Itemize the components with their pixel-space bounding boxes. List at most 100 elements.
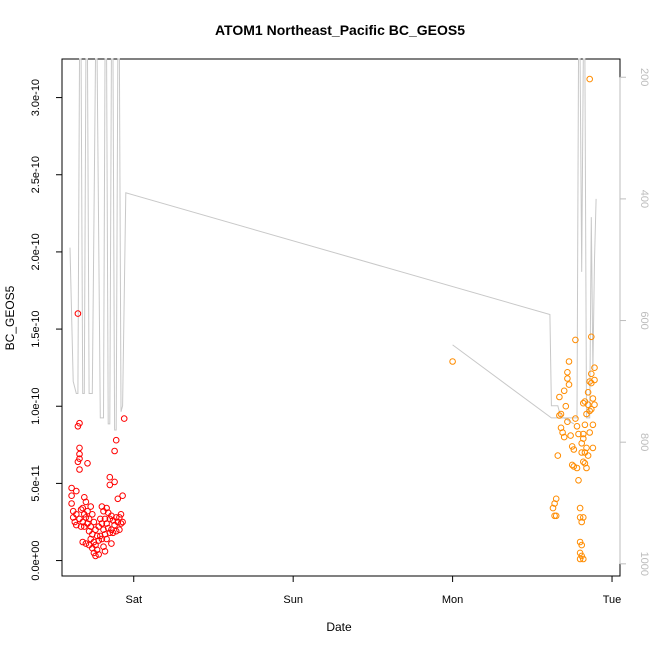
data-point-s1-23	[79, 538, 86, 546]
y-tick-label-0: 0.0e+00	[30, 541, 42, 581]
data-point-s1-79	[111, 478, 118, 486]
data-point-s1-39	[89, 511, 96, 518]
data-point-s1-78	[111, 447, 118, 455]
data-point-s2-36	[576, 555, 584, 563]
data-point-s2-39	[578, 518, 586, 526]
data-point-s2-46	[580, 514, 587, 521]
x-axis: Sat Sun Mon Tue	[125, 575, 621, 606]
data-point-s2-29	[573, 464, 581, 472]
data-point-s1-75	[108, 540, 115, 547]
data-point-s1-57	[98, 535, 106, 543]
data-point-s1-84	[114, 495, 122, 503]
altitude-line-2	[452, 344, 575, 425]
data-point-s1-36	[87, 503, 94, 510]
data-point-s1-33	[85, 515, 93, 523]
y-axis-label: BC_GEOS5	[3, 285, 17, 350]
data-point-s1-2	[68, 492, 75, 500]
data-point-s2-19	[565, 358, 573, 365]
altitude-line-1	[69, 58, 597, 431]
data-point-s1-14	[76, 444, 83, 452]
data-point-s2-18	[564, 418, 571, 426]
data-point-s1-70	[106, 481, 114, 489]
data-point-s1-3	[68, 500, 75, 507]
data-point-s2-1	[449, 358, 456, 365]
altitude-lines	[69, 58, 597, 431]
data-point-s2-21	[567, 432, 574, 439]
data-point-s2-8	[556, 393, 563, 401]
data-point-s2-17	[564, 375, 571, 382]
data-point-s2-38	[578, 449, 586, 456]
data-point-s2-12	[559, 429, 566, 436]
data-point-s1-16	[76, 455, 83, 463]
data-point-s1-7	[73, 487, 80, 495]
data-point-s2-54	[583, 464, 590, 472]
y2-tick-label-4: 1000	[638, 552, 650, 576]
data-point-s1-61	[101, 515, 109, 523]
data-point-s2-69	[591, 364, 598, 372]
data-point-s2-44	[580, 435, 587, 442]
data-point-s1-45	[92, 526, 99, 534]
data-point-s2-20	[565, 381, 573, 388]
plot-frame	[61, 58, 621, 577]
data-point-s1-47	[92, 552, 99, 560]
data-point-s2-40	[578, 541, 586, 549]
data-point-s1-13	[76, 419, 83, 427]
data-point-s2-15	[562, 402, 570, 410]
data-point-s2-45	[580, 458, 587, 466]
data-point-s2-24	[570, 446, 578, 453]
data-point-s2-26	[572, 336, 579, 344]
data-point-s2-60	[586, 407, 594, 415]
data-point-s1-42	[90, 518, 98, 526]
data-point-s2-63	[588, 370, 595, 378]
data-point-s2-7	[554, 452, 562, 459]
data-point-s1-51	[95, 537, 102, 544]
data-point-s1-17	[76, 466, 83, 473]
data-point-s1-64	[103, 504, 110, 512]
data-point-s1-49	[93, 546, 101, 554]
data-point-s2-22	[568, 443, 576, 450]
data-point-s1-59	[100, 526, 107, 534]
y-tick-label-6: 3.0e-10	[30, 79, 42, 116]
data-point-s2-14	[560, 433, 568, 441]
data-point-s1-27	[82, 498, 90, 506]
data-point-s1-56	[98, 520, 106, 527]
data-point-s2-64	[588, 379, 595, 387]
data-point-s1-85	[114, 518, 122, 526]
data-point-s1-37	[87, 523, 94, 530]
x-tick-label-2: Mon	[442, 594, 463, 606]
data-point-s2-25	[570, 463, 578, 470]
data-point-s2-34	[576, 538, 584, 546]
data-point-s1-71	[106, 515, 114, 523]
data-point-s2-68	[589, 444, 597, 452]
data-point-s2-65	[588, 406, 595, 413]
data-point-s2-62	[588, 333, 595, 341]
data-point-s2-5	[552, 495, 560, 503]
x-axis-label: Date	[326, 620, 352, 634]
y-tick-label-5: 2.5e-10	[30, 156, 42, 193]
data-point-s1-21	[79, 504, 86, 512]
data-point-s1-68	[104, 524, 112, 532]
y-tick-label-2: 1.0e-10	[30, 388, 42, 425]
y-tick-label-3: 1.5e-10	[30, 310, 42, 347]
y2-tick-label-2: 600	[638, 311, 650, 329]
data-point-s1-86	[116, 514, 123, 521]
scatter-points	[68, 75, 598, 563]
data-point-s1-90	[119, 492, 126, 500]
data-point-s1-1	[68, 484, 75, 492]
data-point-s1-19	[77, 506, 85, 513]
data-point-s2-61	[586, 429, 594, 436]
data-point-s2-58	[586, 75, 594, 83]
data-point-s1-92	[120, 415, 128, 422]
data-point-s1-28	[82, 514, 90, 521]
data-point-s2-70	[591, 376, 598, 384]
data-point-s1-29	[82, 540, 90, 547]
data-point-s2-6	[552, 512, 560, 520]
data-point-s2-55	[584, 389, 592, 396]
data-point-s2-32	[576, 504, 584, 512]
data-point-s1-55	[98, 503, 106, 510]
data-point-s2-53	[583, 444, 590, 452]
data-point-s2-71	[591, 401, 598, 409]
data-point-s2-66	[589, 395, 597, 402]
data-point-s2-2	[549, 504, 557, 512]
